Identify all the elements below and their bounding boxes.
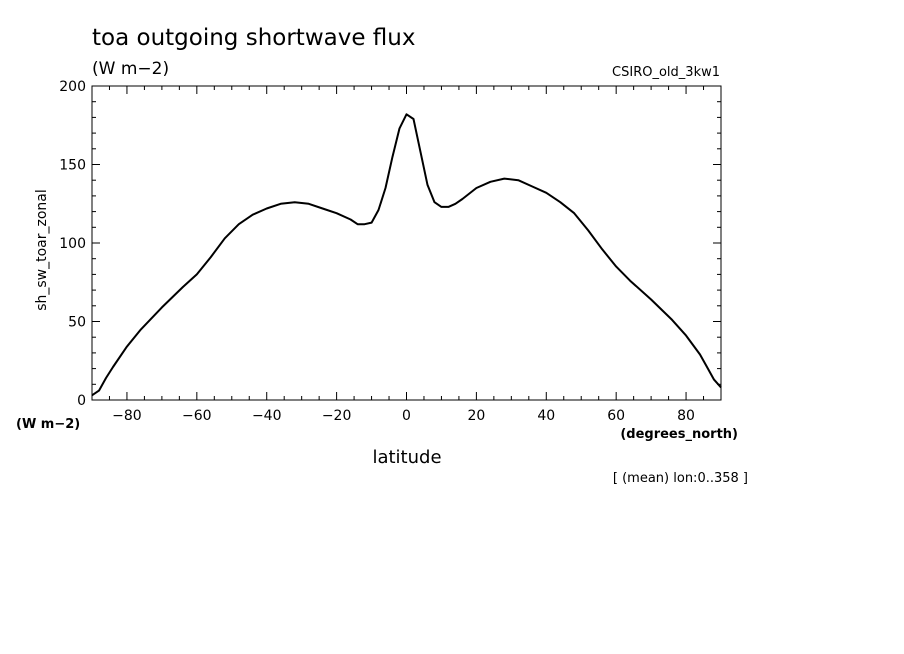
x-tick-labels: −80 −60 −40 −20 0 20 40 60 80 [112, 408, 695, 424]
y-tick-label: 150 [59, 158, 86, 174]
y-tick-labels: 0 50 100 150 200 [59, 79, 86, 409]
x-axis-units: (degrees_north) [620, 427, 738, 442]
dataset-label: CSIRO_old_3kw1 [612, 65, 720, 80]
y-axis-units: (W m−2) [16, 417, 80, 432]
y-tick-label: 200 [59, 79, 86, 95]
x-axis-label: latitude [372, 447, 441, 468]
x-tick-label: 0 [402, 408, 411, 424]
y-tick-label: 100 [59, 236, 86, 252]
x-tick-label: 20 [467, 408, 485, 424]
plot-frame [91, 85, 722, 401]
chart-subtitle: (W m−2) [92, 59, 169, 79]
x-tick-label: −20 [322, 408, 352, 424]
x-tick-label: −60 [182, 408, 212, 424]
x-tick-label: 40 [537, 408, 555, 424]
x-tick-label: −80 [112, 408, 142, 424]
y-tick-label: 50 [68, 315, 86, 331]
axis-ticks [92, 86, 721, 400]
x-tick-label: 80 [677, 408, 695, 424]
y-axis-label: sh_sw_toar_zonal [34, 189, 50, 311]
y-tick-label: 0 [77, 393, 86, 409]
series-line-zonal-mean [91, 113, 722, 397]
x-tick-label: 60 [607, 408, 625, 424]
x-tick-label: −40 [252, 408, 282, 424]
chart-title: toa outgoing shortwave flux [92, 25, 415, 51]
footnote: [ (mean) lon:0..358 ] [613, 471, 748, 486]
